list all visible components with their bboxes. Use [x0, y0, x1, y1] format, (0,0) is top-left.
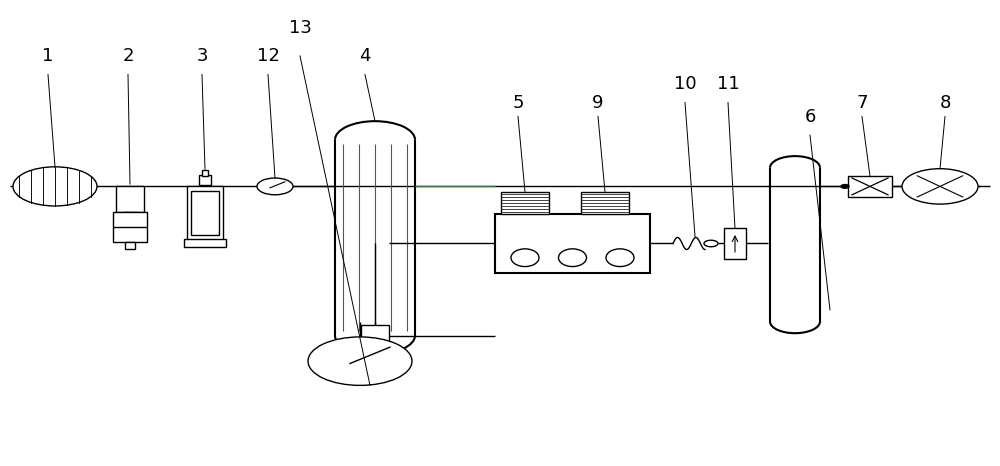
Circle shape [308, 337, 412, 385]
Bar [184, 239, 226, 247]
Bar [116, 186, 144, 212]
Circle shape [704, 240, 718, 247]
Text: 4: 4 [359, 47, 371, 65]
Text: 13: 13 [289, 19, 311, 37]
Bar [125, 242, 135, 249]
Text: 8: 8 [939, 94, 951, 111]
Bar [123, 212, 137, 218]
Ellipse shape [511, 249, 539, 267]
Circle shape [13, 167, 97, 206]
Text: 3: 3 [196, 47, 208, 65]
Bar [770, 168, 820, 322]
Text: 6: 6 [804, 108, 816, 125]
Circle shape [902, 169, 978, 204]
Bar [581, 192, 629, 214]
Ellipse shape [606, 249, 634, 267]
Bar [202, 170, 208, 176]
Bar [335, 140, 415, 336]
Bar [501, 192, 549, 214]
Text: 10: 10 [674, 75, 696, 93]
Text: 2: 2 [122, 47, 134, 65]
Bar [335, 121, 415, 354]
Text: 7: 7 [856, 94, 868, 111]
Ellipse shape [558, 249, 586, 267]
Text: 1: 1 [42, 47, 54, 65]
Text: 5: 5 [512, 94, 524, 111]
Circle shape [257, 178, 293, 195]
Circle shape [841, 185, 849, 188]
Text: 12: 12 [257, 47, 279, 65]
Text: 9: 9 [592, 94, 604, 111]
Bar [335, 140, 415, 336]
Bar [848, 176, 892, 197]
Bar [770, 156, 820, 333]
Bar [113, 212, 147, 242]
Bar [191, 191, 219, 235]
Bar [187, 186, 223, 240]
Text: 11: 11 [717, 75, 739, 93]
Bar [495, 214, 650, 273]
Bar [361, 325, 389, 346]
Bar [724, 228, 746, 259]
Bar [199, 175, 211, 185]
